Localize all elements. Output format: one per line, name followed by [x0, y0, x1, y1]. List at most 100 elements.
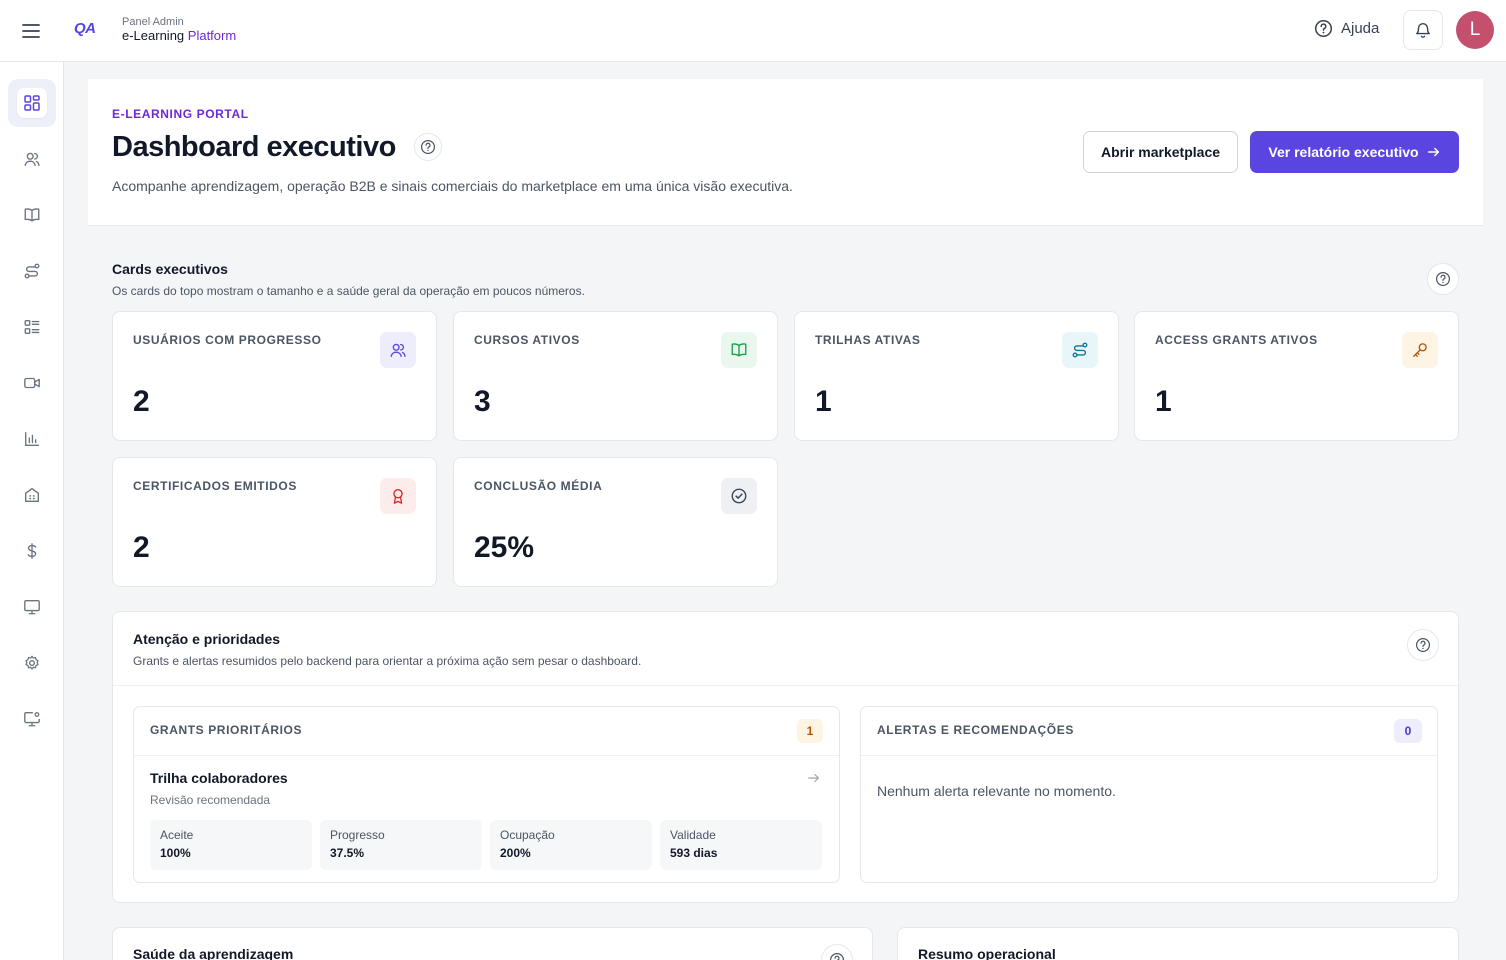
brand-name: Panel Admin e-Learning Platform — [122, 15, 236, 43]
kpi-value: 1 — [1155, 385, 1172, 418]
cards-help-button[interactable] — [1427, 263, 1459, 295]
title-help-button[interactable] — [414, 133, 442, 161]
metric-value: 593 dias — [670, 846, 718, 860]
divider — [861, 755, 1437, 756]
book-icon — [24, 208, 40, 222]
video-icon — [24, 377, 40, 389]
sidebar-item-system[interactable] — [8, 695, 56, 743]
sidebar-item-tracks[interactable] — [8, 247, 56, 295]
sidebar-item-courses[interactable] — [8, 191, 56, 239]
bell-icon — [1416, 23, 1430, 38]
attention-help-button[interactable] — [1407, 629, 1439, 661]
route-icon — [1062, 332, 1098, 368]
learning-health-title: Saúde da aprendizagem — [133, 946, 294, 960]
metric-progress: Progresso 37.5% — [320, 820, 482, 870]
alerts-panel: ALERTAS E RECOMENDAÇÕES 0 Nenhum alerta … — [860, 706, 1438, 883]
help-icon — [1314, 19, 1333, 38]
grants-count-badge: 1 — [797, 719, 823, 743]
kpi-card-access-grants: ACCESS GRANTS ATIVOS 1 — [1134, 311, 1459, 441]
kpi-value: 1 — [815, 385, 832, 418]
sidebar-item-finance[interactable] — [8, 527, 56, 575]
kpi-card-certificates: CERTIFICADOS EMITIDOS 2 — [112, 457, 437, 587]
metric-validity: Validade 593 dias — [660, 820, 822, 870]
arrow-right-icon — [1427, 147, 1439, 157]
page-eyebrow: E-LEARNING PORTAL — [112, 107, 249, 121]
check-circle-icon — [721, 478, 757, 514]
kpi-card-courses: CURSOS ATIVOS 3 — [453, 311, 778, 441]
cards-section-description: Os cards do topo mostram o tamanho e a s… — [112, 284, 585, 298]
divider — [113, 685, 1458, 686]
kpi-label: CURSOS ATIVOS — [474, 333, 580, 347]
learning-health-card: Saúde da aprendizagem — [112, 927, 873, 960]
gear-icon — [25, 655, 39, 670]
open-marketplace-button[interactable]: Abrir marketplace — [1083, 131, 1238, 173]
dollar-icon — [27, 543, 37, 559]
sidebar-item-settings[interactable] — [8, 639, 56, 687]
notifications-button[interactable] — [1403, 10, 1443, 50]
sidebar — [0, 62, 64, 960]
monitor-icon — [24, 600, 40, 615]
attention-panel: Atenção e prioridades Grants e alertas r… — [112, 611, 1459, 903]
kpi-label: CERTIFICADOS EMITIDOS — [133, 479, 297, 493]
priority-grants-panel: GRANTS PRIORITÁRIOS 1 Trilha colaborador… — [133, 706, 840, 883]
list-icon — [24, 320, 40, 334]
kpi-value: 2 — [133, 385, 150, 418]
bar-chart-icon — [25, 432, 39, 446]
help-label: Ajuda — [1341, 20, 1380, 37]
kpi-label: TRILHAS ATIVAS — [815, 333, 921, 347]
executive-report-label: Ver relatório executivo — [1268, 144, 1419, 160]
award-icon — [380, 478, 416, 514]
sidebar-item-reports[interactable] — [8, 415, 56, 463]
executive-report-button[interactable]: Ver relatório executivo — [1250, 131, 1459, 173]
metric-occupancy: Ocupação 200% — [490, 820, 652, 870]
route-icon — [24, 263, 40, 279]
avatar[interactable]: L — [1456, 11, 1494, 49]
menu-icon[interactable] — [18, 18, 44, 44]
arrow-right-icon[interactable] — [807, 771, 823, 787]
book-icon — [721, 332, 757, 368]
kpi-label: CONCLUSÃO MÉDIA — [474, 479, 603, 493]
sidebar-item-videos[interactable] — [8, 359, 56, 407]
alerts-heading: ALERTAS E RECOMENDAÇÕES — [877, 723, 1074, 737]
operational-summary-title: Resumo operacional — [918, 946, 1056, 960]
priority-grants-heading: GRANTS PRIORITÁRIOS — [150, 723, 303, 737]
kpi-label: ACCESS GRANTS ATIVOS — [1155, 333, 1318, 347]
sidebar-item-display[interactable] — [8, 583, 56, 631]
sidebar-item-lists[interactable] — [8, 303, 56, 351]
sidebar-item-companies[interactable] — [8, 471, 56, 519]
help-icon — [1416, 638, 1430, 652]
brand-subtitle: Panel Admin — [122, 16, 184, 28]
kpi-card-tracks: TRILHAS ATIVAS 1 — [794, 311, 1119, 441]
app-logo[interactable]: QA — [74, 20, 96, 37]
grant-title[interactable]: Trilha colaboradores — [150, 770, 288, 786]
alerts-count-badge: 0 — [1394, 719, 1422, 743]
metric-label: Ocupação — [500, 828, 555, 842]
learning-health-help-button[interactable] — [821, 944, 853, 960]
page-title: Dashboard executivo — [112, 131, 396, 163]
kpi-card-users: USUÁRIOS COM PROGRESSO 2 — [112, 311, 437, 441]
brand-title: e-Learning Platform — [122, 29, 236, 43]
kpi-value: 2 — [133, 531, 150, 564]
page-description: Acompanhe aprendizagem, operação B2B e s… — [112, 178, 793, 194]
attention-description: Grants e alertas resumidos pelo backend … — [133, 654, 642, 668]
top-bar: QA Panel Admin e-Learning Platform Ajuda… — [0, 0, 1506, 62]
sidebar-item-dashboard[interactable] — [8, 79, 56, 127]
dashboard-icon — [24, 95, 40, 111]
help-icon — [421, 140, 435, 154]
cards-section-title: Cards executivos — [112, 261, 228, 277]
metric-label: Validade — [670, 828, 716, 842]
kpi-value: 25% — [474, 531, 535, 564]
metric-value: 37.5% — [330, 846, 365, 860]
brand-title-main: e-Learning — [122, 28, 185, 43]
attention-title: Atenção e prioridades — [133, 631, 281, 647]
monitor-settings-icon — [24, 712, 40, 727]
operational-summary-card: Resumo operacional — [897, 927, 1459, 960]
alerts-empty-message: Nenhum alerta relevante no momento. — [877, 783, 1116, 799]
metric-label: Aceite — [160, 828, 194, 842]
grant-status: Revisão recomendada — [150, 793, 271, 807]
metric-value: 100% — [160, 846, 191, 860]
building-icon — [25, 488, 39, 502]
help-button[interactable]: Ajuda — [1314, 19, 1379, 38]
help-icon — [830, 953, 844, 960]
sidebar-item-users[interactable] — [8, 135, 56, 183]
